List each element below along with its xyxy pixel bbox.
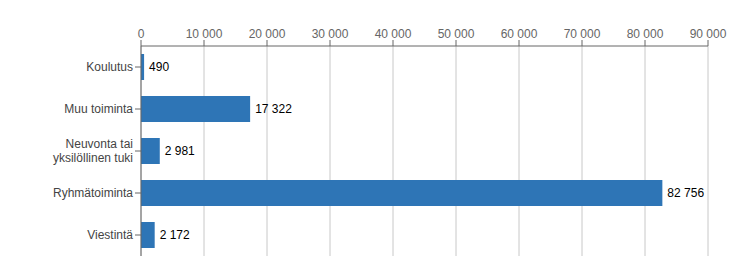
svg-text:90 000: 90 000: [690, 27, 727, 41]
svg-text:2 981: 2 981: [165, 144, 195, 158]
svg-text:Viestintä: Viestintä: [87, 228, 133, 242]
svg-text:10 000: 10 000: [186, 27, 223, 41]
svg-text:490: 490: [149, 60, 169, 74]
svg-text:40 000: 40 000: [375, 27, 412, 41]
svg-text:70 000: 70 000: [564, 27, 601, 41]
svg-text:80 000: 80 000: [627, 27, 664, 41]
svg-text:Muu toiminta: Muu toiminta: [64, 102, 133, 116]
svg-text:Ryhmätoiminta: Ryhmätoiminta: [53, 186, 133, 200]
svg-text:0: 0: [138, 27, 145, 41]
svg-text:50 000: 50 000: [438, 27, 475, 41]
svg-text:2 172: 2 172: [160, 228, 190, 242]
svg-text:Koulutus: Koulutus: [86, 60, 133, 74]
svg-text:20 000: 20 000: [249, 27, 286, 41]
svg-text:17 322: 17 322: [255, 102, 292, 116]
svg-text:82 756: 82 756: [667, 186, 704, 200]
svg-text:30 000: 30 000: [312, 27, 349, 41]
svg-text:Neuvonta taiyksilöllinen tuki: Neuvonta taiyksilöllinen tuki: [53, 137, 133, 165]
svg-text:60 000: 60 000: [501, 27, 538, 41]
